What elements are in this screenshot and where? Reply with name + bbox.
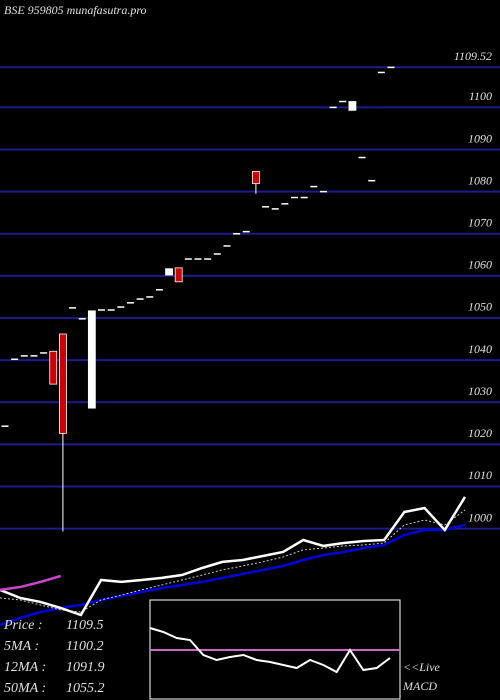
y-tick-label: 1100 xyxy=(469,89,492,103)
y-tick-label: 1080 xyxy=(468,173,492,187)
ma-line xyxy=(0,509,466,613)
y-tick-label: 1109.52 xyxy=(454,49,492,63)
macd-label: <<Live xyxy=(403,660,441,674)
legend-label: Price : xyxy=(3,618,42,633)
legend-label: 5MA : xyxy=(4,639,39,654)
candle-body xyxy=(174,267,183,283)
macd-label: MACD xyxy=(402,679,437,693)
legend-value: 1100.2 xyxy=(66,639,103,654)
macd-line xyxy=(149,627,391,674)
y-tick-label: 1040 xyxy=(468,342,492,356)
y-tick-label: 1060 xyxy=(468,258,492,272)
chart-title: BSE 959805 munafasutra.pro xyxy=(4,3,147,17)
ma-line xyxy=(0,496,467,617)
y-tick-label: 1030 xyxy=(468,384,492,398)
candle-body xyxy=(251,171,260,185)
y-tick-label: 1090 xyxy=(468,131,492,145)
candle-body xyxy=(87,310,96,409)
y-tick-label: 1010 xyxy=(468,468,492,482)
candle-body xyxy=(49,350,58,385)
y-tick-label: 1000 xyxy=(468,510,492,524)
ma-line xyxy=(0,523,466,627)
legend-value: 1055.2 xyxy=(66,681,105,696)
legend-label: 50MA : xyxy=(4,681,46,696)
legend-label: 12MA : xyxy=(4,660,46,675)
legend-value: 1109.5 xyxy=(66,618,103,633)
candle-body xyxy=(348,101,357,111)
y-tick-label: 1070 xyxy=(468,216,492,230)
ma-line xyxy=(0,574,62,592)
candle-body xyxy=(59,333,67,434)
candle-body xyxy=(165,268,173,276)
legend-value: 1091.9 xyxy=(66,660,105,675)
y-tick-label: 1050 xyxy=(468,300,492,314)
y-tick-label: 1020 xyxy=(468,426,492,440)
